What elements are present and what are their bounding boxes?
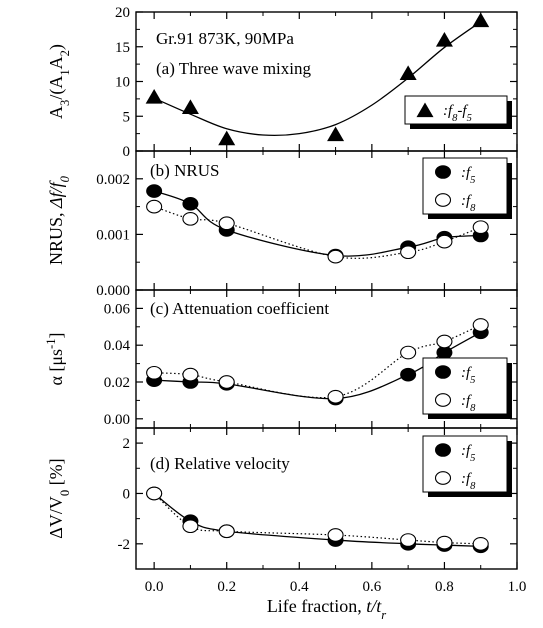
data-point [327, 389, 344, 404]
series-1 [145, 12, 490, 146]
y-tick-label: 20 [115, 5, 130, 21]
data-point [218, 216, 235, 231]
legend: :f8-f5 [404, 95, 512, 129]
legend-label: :f8-f5 [443, 103, 472, 124]
y-tick-label: 0.001 [96, 227, 130, 243]
legend-marker [435, 365, 451, 379]
data-point [472, 318, 489, 332]
legend-marker [434, 471, 452, 485]
y-tick-label: 0.002 [96, 172, 130, 188]
data-point [327, 126, 345, 142]
panel-label: (b) NRUS [150, 161, 219, 180]
legend-marker [434, 193, 452, 207]
legend-marker [416, 102, 434, 118]
data-point [436, 234, 453, 249]
data-point [435, 31, 453, 47]
y-tick-label: 0.04 [104, 338, 131, 354]
data-point [181, 99, 199, 115]
data-point [400, 533, 417, 547]
y-tick-label: 0.02 [104, 375, 130, 391]
legend-label: :f8 [461, 193, 476, 214]
panel-frame [135, 427, 518, 570]
series-2 [146, 318, 489, 404]
y-tick-label: 2 [123, 436, 131, 452]
panel-c: 0.00 0.02 0.04 0.06 α [μs-1] (c) Attenuation … [44, 289, 518, 429]
panel-a: 0 5 10 15 20 A3/(A1A2) Gr.91 873K, 90MPa (a) Th… [46, 5, 518, 160]
legend: :f5:f8 [422, 357, 512, 419]
data-point [146, 486, 163, 501]
legend-marker [434, 393, 452, 407]
y-tick-label: 10 [115, 75, 130, 91]
panel-label: (d) Relative velocity [150, 454, 290, 473]
data-point [327, 528, 344, 542]
legend-box [422, 157, 508, 215]
data-point [399, 65, 417, 80]
legend-box [422, 357, 508, 415]
x-tick-label: 0.0 [145, 579, 164, 595]
data-point [218, 524, 235, 539]
x-tick-label: 0.8 [435, 579, 454, 595]
data-point [327, 249, 344, 264]
x-tick-label: 0.2 [217, 579, 236, 595]
data-point [182, 197, 199, 211]
legend-box [422, 435, 508, 493]
y-axis-title: α [μs-1] [44, 332, 66, 385]
data-point [182, 519, 199, 534]
data-point [146, 184, 163, 198]
y-tick-label: 0.00 [104, 412, 130, 428]
panel-label: (c) Attenuation coefficient [150, 299, 329, 318]
legend-label: :f8 [461, 393, 476, 414]
data-point [400, 345, 417, 360]
chart-header: Gr.91 873K, 90MPa [156, 29, 294, 48]
data-point [400, 245, 417, 260]
y-axis-title: ΔV/V0 [%] [46, 458, 72, 538]
y-tick-label: 0 [123, 144, 131, 160]
data-point [436, 535, 453, 550]
data-point [218, 375, 235, 389]
legend-marker [435, 443, 451, 457]
y-tick-label: 15 [115, 40, 130, 56]
y-axis-title: NRUS, Δf/f0 [46, 175, 72, 265]
y-axis-title: A3/(A1A2) [46, 44, 72, 119]
x-tick-label: 0.6 [362, 579, 381, 595]
x-tick-label: 1.0 [508, 579, 527, 595]
x-tick-label: 0.4 [290, 579, 309, 595]
data-point [400, 367, 417, 382]
data-point [472, 12, 490, 28]
y-tick-label: -2 [118, 537, 131, 553]
series-2 [146, 486, 489, 551]
y-tick-label: 0 [123, 486, 131, 502]
legend: :f5:f8 [422, 157, 512, 219]
data-point [472, 220, 489, 235]
data-point [436, 334, 453, 349]
series-2 [146, 199, 489, 264]
legend-label: :f5 [461, 365, 475, 386]
data-point [472, 536, 489, 551]
legend: :f5:f8 [422, 435, 512, 497]
data-point [146, 199, 163, 214]
y-tick-label: 0.000 [96, 283, 130, 299]
data-point [182, 367, 199, 382]
y-tick-label: 5 [123, 109, 131, 125]
y-tick-label: 0.06 [104, 301, 131, 317]
series-line [153, 493, 481, 545]
x-axis-title: Life fraction, t/tr [267, 596, 386, 622]
panel-label: (a) Three wave mixing [156, 59, 311, 78]
series-line [153, 492, 481, 547]
data-point [182, 211, 199, 226]
legend-marker [435, 165, 451, 179]
legend-label: :f5 [461, 165, 475, 186]
legend-label: :f5 [461, 443, 475, 464]
fit-curve [153, 21, 482, 137]
data-point [146, 365, 163, 380]
data-point [218, 130, 236, 146]
data-point [145, 88, 163, 104]
legend-label: :f8 [461, 471, 476, 492]
